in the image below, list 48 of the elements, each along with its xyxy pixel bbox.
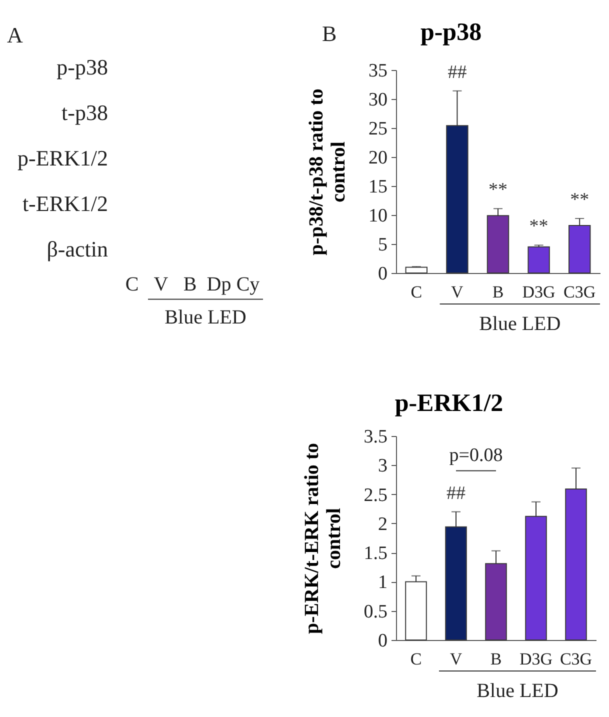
annotation: ** (529, 216, 548, 238)
x-tick-label: D3G (519, 650, 553, 668)
y-tick-label: 3 (378, 456, 388, 477)
x-tick-label: C3G (560, 650, 592, 668)
y-tick-label: 3.5 (364, 426, 388, 448)
y-tick-label: 5 (378, 234, 388, 256)
y-tick-label: 10 (368, 206, 388, 226)
x-tick-label: C (410, 650, 422, 668)
y-tick-label: 15 (368, 176, 388, 198)
category-label: p-ERK1/2 (18, 145, 108, 170)
category-label: β-actin (46, 236, 108, 262)
x-tick-label: C (410, 282, 422, 302)
category-label: t-p38 (62, 100, 108, 125)
annotation: ** (488, 180, 508, 201)
y-tick-label: 0 (378, 264, 388, 284)
category-label: Cy (236, 273, 260, 296)
y-tick-label: 25 (368, 118, 388, 140)
x-tick-label: B (490, 650, 502, 668)
y-axis-title: p-p38/t-p38 ratio to control (306, 88, 350, 256)
y-tick-label: 2 (378, 514, 388, 535)
x-tick-label: V (451, 282, 464, 302)
y-tick-label: 1.5 (364, 543, 388, 564)
text: B (322, 21, 337, 46)
y-axis-title: p-ERK/t-ERK ratio to control (300, 442, 345, 634)
text: Blue LED (164, 306, 246, 328)
text: A (7, 22, 23, 48)
x-axis-title: Blue LED (479, 313, 561, 335)
x-axis-title: Blue LED (476, 680, 558, 702)
category-label: Dp (206, 273, 232, 296)
category-label: t-ERK1/2 (22, 190, 108, 216)
x-tick-label: V (450, 650, 463, 668)
y-tick-label: 0.5 (364, 601, 388, 622)
x-tick-label: D3G (522, 282, 556, 302)
chart-title: p-p38 (420, 19, 482, 46)
category-label: p-p38 (56, 54, 108, 80)
y-tick-label: 2.5 (364, 484, 388, 506)
x-tick-label: B (492, 282, 504, 302)
y-tick-label: 35 (368, 60, 388, 82)
y-tick-label: 20 (368, 148, 388, 168)
annotation: ## (448, 62, 468, 83)
chart-title: p-ERK1/2 (394, 390, 504, 417)
y-tick-label: 0 (378, 630, 388, 652)
annotation: p=0.08 (449, 444, 503, 466)
annotation: ** (570, 189, 590, 210)
y-tick-label: 1 (378, 572, 388, 594)
annotation: ## (446, 482, 466, 504)
y-tick-label: 30 (368, 90, 388, 110)
x-tick-label: C3G (564, 282, 596, 302)
